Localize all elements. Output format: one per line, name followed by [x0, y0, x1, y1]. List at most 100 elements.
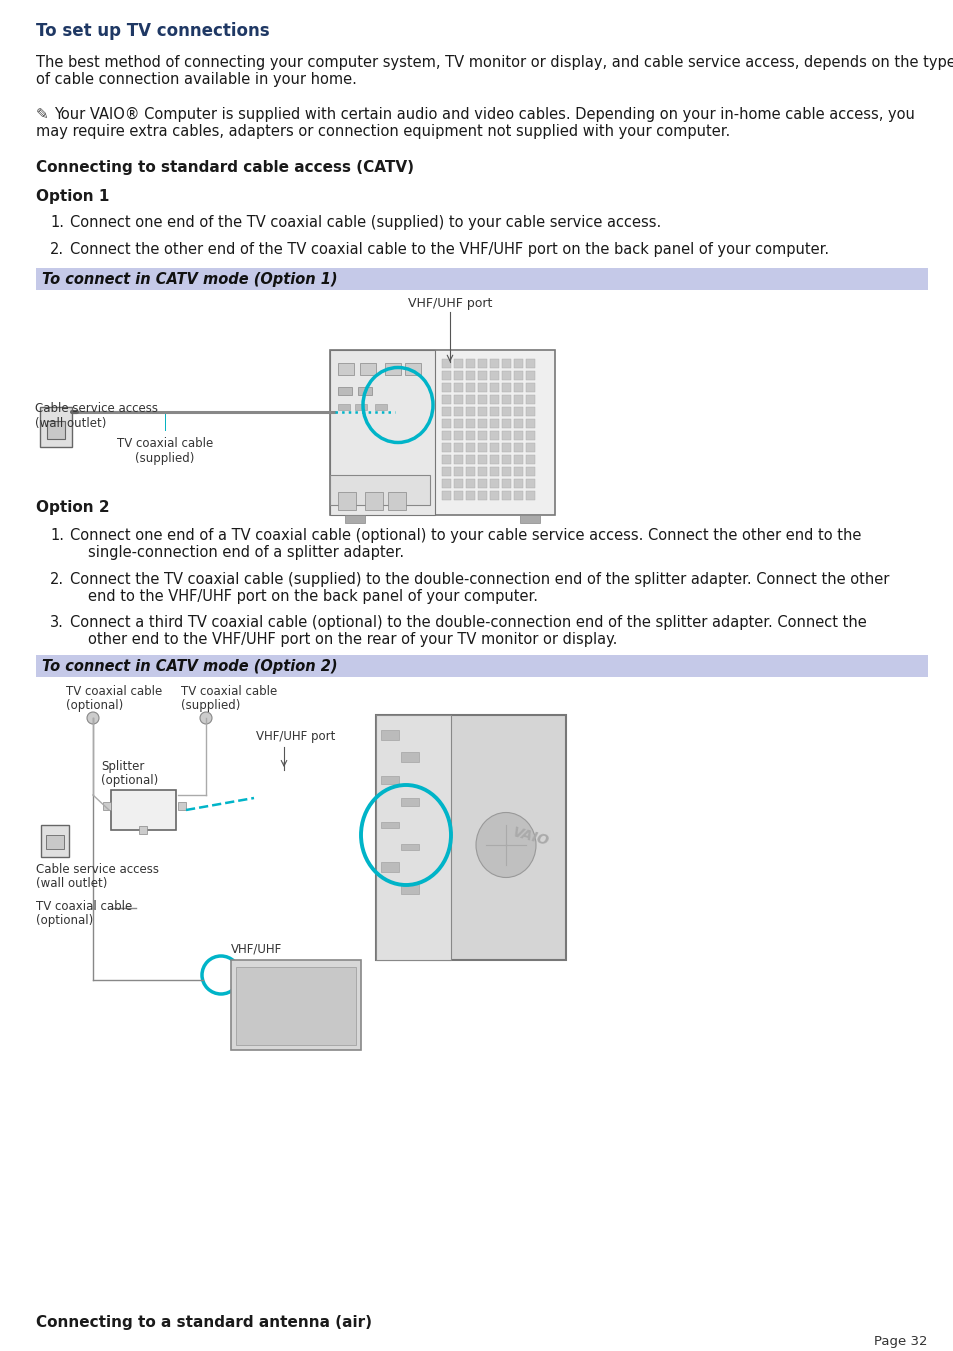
Bar — [514, 382, 522, 392]
Bar — [454, 372, 462, 380]
Bar — [525, 394, 535, 404]
Bar — [441, 443, 451, 453]
Bar — [490, 419, 498, 428]
Text: Cable service access: Cable service access — [35, 403, 158, 415]
Bar — [514, 443, 522, 453]
Bar — [465, 382, 475, 392]
Text: Page 32: Page 32 — [874, 1335, 927, 1348]
Ellipse shape — [476, 812, 536, 878]
Text: To connect in CATV mode (Option 1): To connect in CATV mode (Option 1) — [42, 272, 337, 286]
Bar — [465, 372, 475, 380]
Text: 1.: 1. — [50, 528, 64, 543]
Bar — [525, 443, 535, 453]
Bar — [178, 802, 186, 811]
Text: Splitter: Splitter — [101, 761, 144, 773]
Bar — [365, 492, 382, 509]
Bar — [490, 467, 498, 476]
Bar — [477, 419, 486, 428]
Bar — [337, 492, 355, 509]
Bar — [490, 407, 498, 416]
Bar — [359, 363, 375, 376]
Bar — [454, 419, 462, 428]
Bar — [501, 490, 511, 500]
Bar — [441, 419, 451, 428]
Bar — [525, 382, 535, 392]
Bar — [380, 730, 398, 740]
Bar — [405, 363, 420, 376]
Bar — [501, 382, 511, 392]
Bar — [41, 825, 69, 857]
Bar — [441, 394, 451, 404]
Bar — [514, 490, 522, 500]
Bar — [355, 404, 367, 409]
Text: 1.: 1. — [50, 215, 64, 230]
Bar — [477, 382, 486, 392]
Bar — [490, 372, 498, 380]
Bar — [465, 407, 475, 416]
Bar — [400, 798, 418, 807]
Text: (supplied): (supplied) — [181, 698, 240, 712]
Text: (optional): (optional) — [36, 915, 93, 927]
Text: 2.: 2. — [50, 242, 64, 257]
Text: (optional): (optional) — [101, 774, 158, 788]
Bar — [139, 825, 147, 834]
Text: other end to the VHF/UHF port on the rear of your TV monitor or display.: other end to the VHF/UHF port on the rea… — [88, 632, 617, 647]
Bar — [441, 490, 451, 500]
Text: TV coaxial cable: TV coaxial cable — [36, 900, 132, 913]
Text: Connecting to a standard antenna (air): Connecting to a standard antenna (air) — [36, 1315, 372, 1329]
Bar — [465, 419, 475, 428]
Text: Option 1: Option 1 — [36, 189, 110, 204]
Bar — [400, 884, 418, 894]
Bar — [525, 480, 535, 488]
Bar — [525, 467, 535, 476]
Bar — [525, 407, 535, 416]
Text: (supplied): (supplied) — [135, 453, 194, 465]
Bar — [514, 359, 522, 367]
Bar — [525, 419, 535, 428]
Bar — [380, 821, 398, 828]
Bar — [330, 476, 430, 505]
Bar — [525, 372, 535, 380]
Bar — [525, 359, 535, 367]
Bar — [477, 480, 486, 488]
Bar — [514, 419, 522, 428]
Bar — [501, 443, 511, 453]
Bar — [465, 490, 475, 500]
Bar — [454, 490, 462, 500]
Bar — [330, 350, 555, 515]
Bar — [501, 467, 511, 476]
Bar — [514, 455, 522, 463]
Bar — [490, 394, 498, 404]
Bar — [525, 455, 535, 463]
Bar — [454, 480, 462, 488]
Bar — [337, 386, 352, 394]
Bar — [477, 443, 486, 453]
Bar — [441, 372, 451, 380]
Bar — [454, 431, 462, 440]
Bar — [490, 431, 498, 440]
Bar — [400, 844, 418, 850]
Bar — [441, 480, 451, 488]
Text: (optional): (optional) — [66, 698, 123, 712]
Bar — [375, 715, 451, 961]
Text: VHF/UHF: VHF/UHF — [231, 942, 282, 955]
Text: VAIO: VAIO — [511, 825, 550, 848]
Bar — [519, 515, 539, 523]
Text: (wall outlet): (wall outlet) — [36, 877, 108, 890]
Bar — [490, 443, 498, 453]
Bar — [454, 455, 462, 463]
Bar — [490, 480, 498, 488]
Bar — [477, 490, 486, 500]
Bar — [441, 455, 451, 463]
Bar — [111, 790, 175, 830]
Bar — [441, 467, 451, 476]
Bar — [501, 455, 511, 463]
Bar — [375, 404, 387, 409]
Text: of cable connection available in your home.: of cable connection available in your ho… — [36, 72, 356, 86]
Bar — [514, 480, 522, 488]
Bar — [501, 419, 511, 428]
Bar — [525, 490, 535, 500]
Bar — [454, 382, 462, 392]
Bar — [337, 404, 350, 409]
Bar — [525, 431, 535, 440]
